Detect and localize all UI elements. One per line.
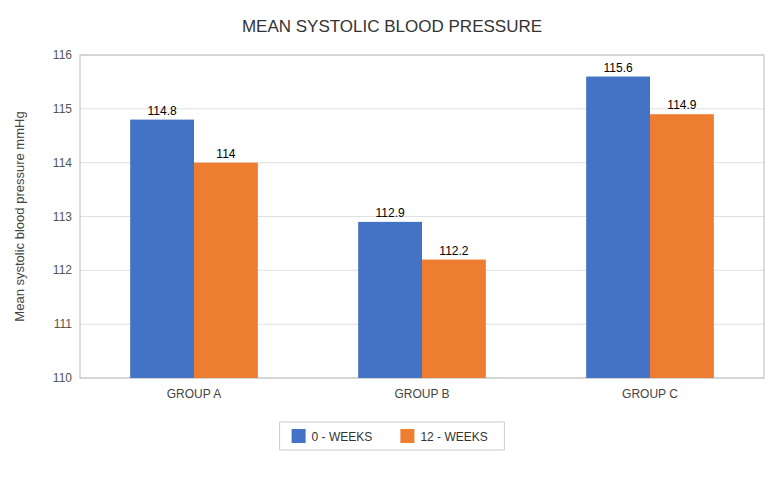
data-label: 115.6 bbox=[604, 61, 633, 75]
data-label: 114.9 bbox=[667, 98, 696, 112]
y-tick-label: 116 bbox=[53, 48, 72, 62]
bar bbox=[130, 120, 194, 378]
legend-box bbox=[280, 422, 505, 450]
x-axis: GROUP A GROUP B GROUP C bbox=[167, 387, 678, 401]
bar bbox=[194, 163, 258, 378]
y-tick-label: 114 bbox=[53, 156, 72, 170]
legend: 0 - WEEKS 12 - WEEKS bbox=[280, 422, 505, 450]
legend-swatch bbox=[292, 429, 306, 443]
grid-line bbox=[80, 108, 764, 109]
x-tick-label: GROUP B bbox=[394, 387, 449, 401]
x-tick-label: GROUP A bbox=[167, 387, 221, 401]
y-tick-label: 110 bbox=[53, 371, 72, 385]
data-label: 112.2 bbox=[439, 244, 468, 258]
data-label: 114 bbox=[216, 147, 235, 161]
y-tick-label: 113 bbox=[53, 210, 72, 224]
legend-swatch bbox=[400, 429, 414, 443]
data-label: 112.9 bbox=[376, 206, 405, 220]
chart-svg: MEAN SYSTOLIC BLOOD PRESSURE 110 111 112 113… bbox=[0, 0, 784, 478]
bar bbox=[586, 77, 650, 378]
y-axis-label: Mean systolic blood pressure mmHg bbox=[12, 111, 27, 321]
y-tick-label: 115 bbox=[53, 102, 72, 116]
chart-container: MEAN SYSTOLIC BLOOD PRESSURE 110 111 112 113… bbox=[0, 0, 784, 478]
y-tick-label: 111 bbox=[54, 317, 73, 331]
legend-label: 12 - WEEKS bbox=[420, 430, 487, 444]
data-label: 114.8 bbox=[148, 104, 177, 118]
legend-label: 0 - WEEKS bbox=[312, 430, 373, 444]
y-tick-label: 112 bbox=[53, 263, 72, 277]
bars bbox=[130, 77, 714, 378]
data-labels: 114.8 112.9 115.6 114 112.2 114.9 bbox=[148, 61, 697, 258]
bar bbox=[650, 114, 714, 378]
bar bbox=[422, 260, 486, 378]
x-tick-label: GROUP C bbox=[622, 387, 678, 401]
title: MEAN SYSTOLIC BLOOD PRESSURE bbox=[242, 17, 542, 36]
bar bbox=[358, 222, 422, 378]
